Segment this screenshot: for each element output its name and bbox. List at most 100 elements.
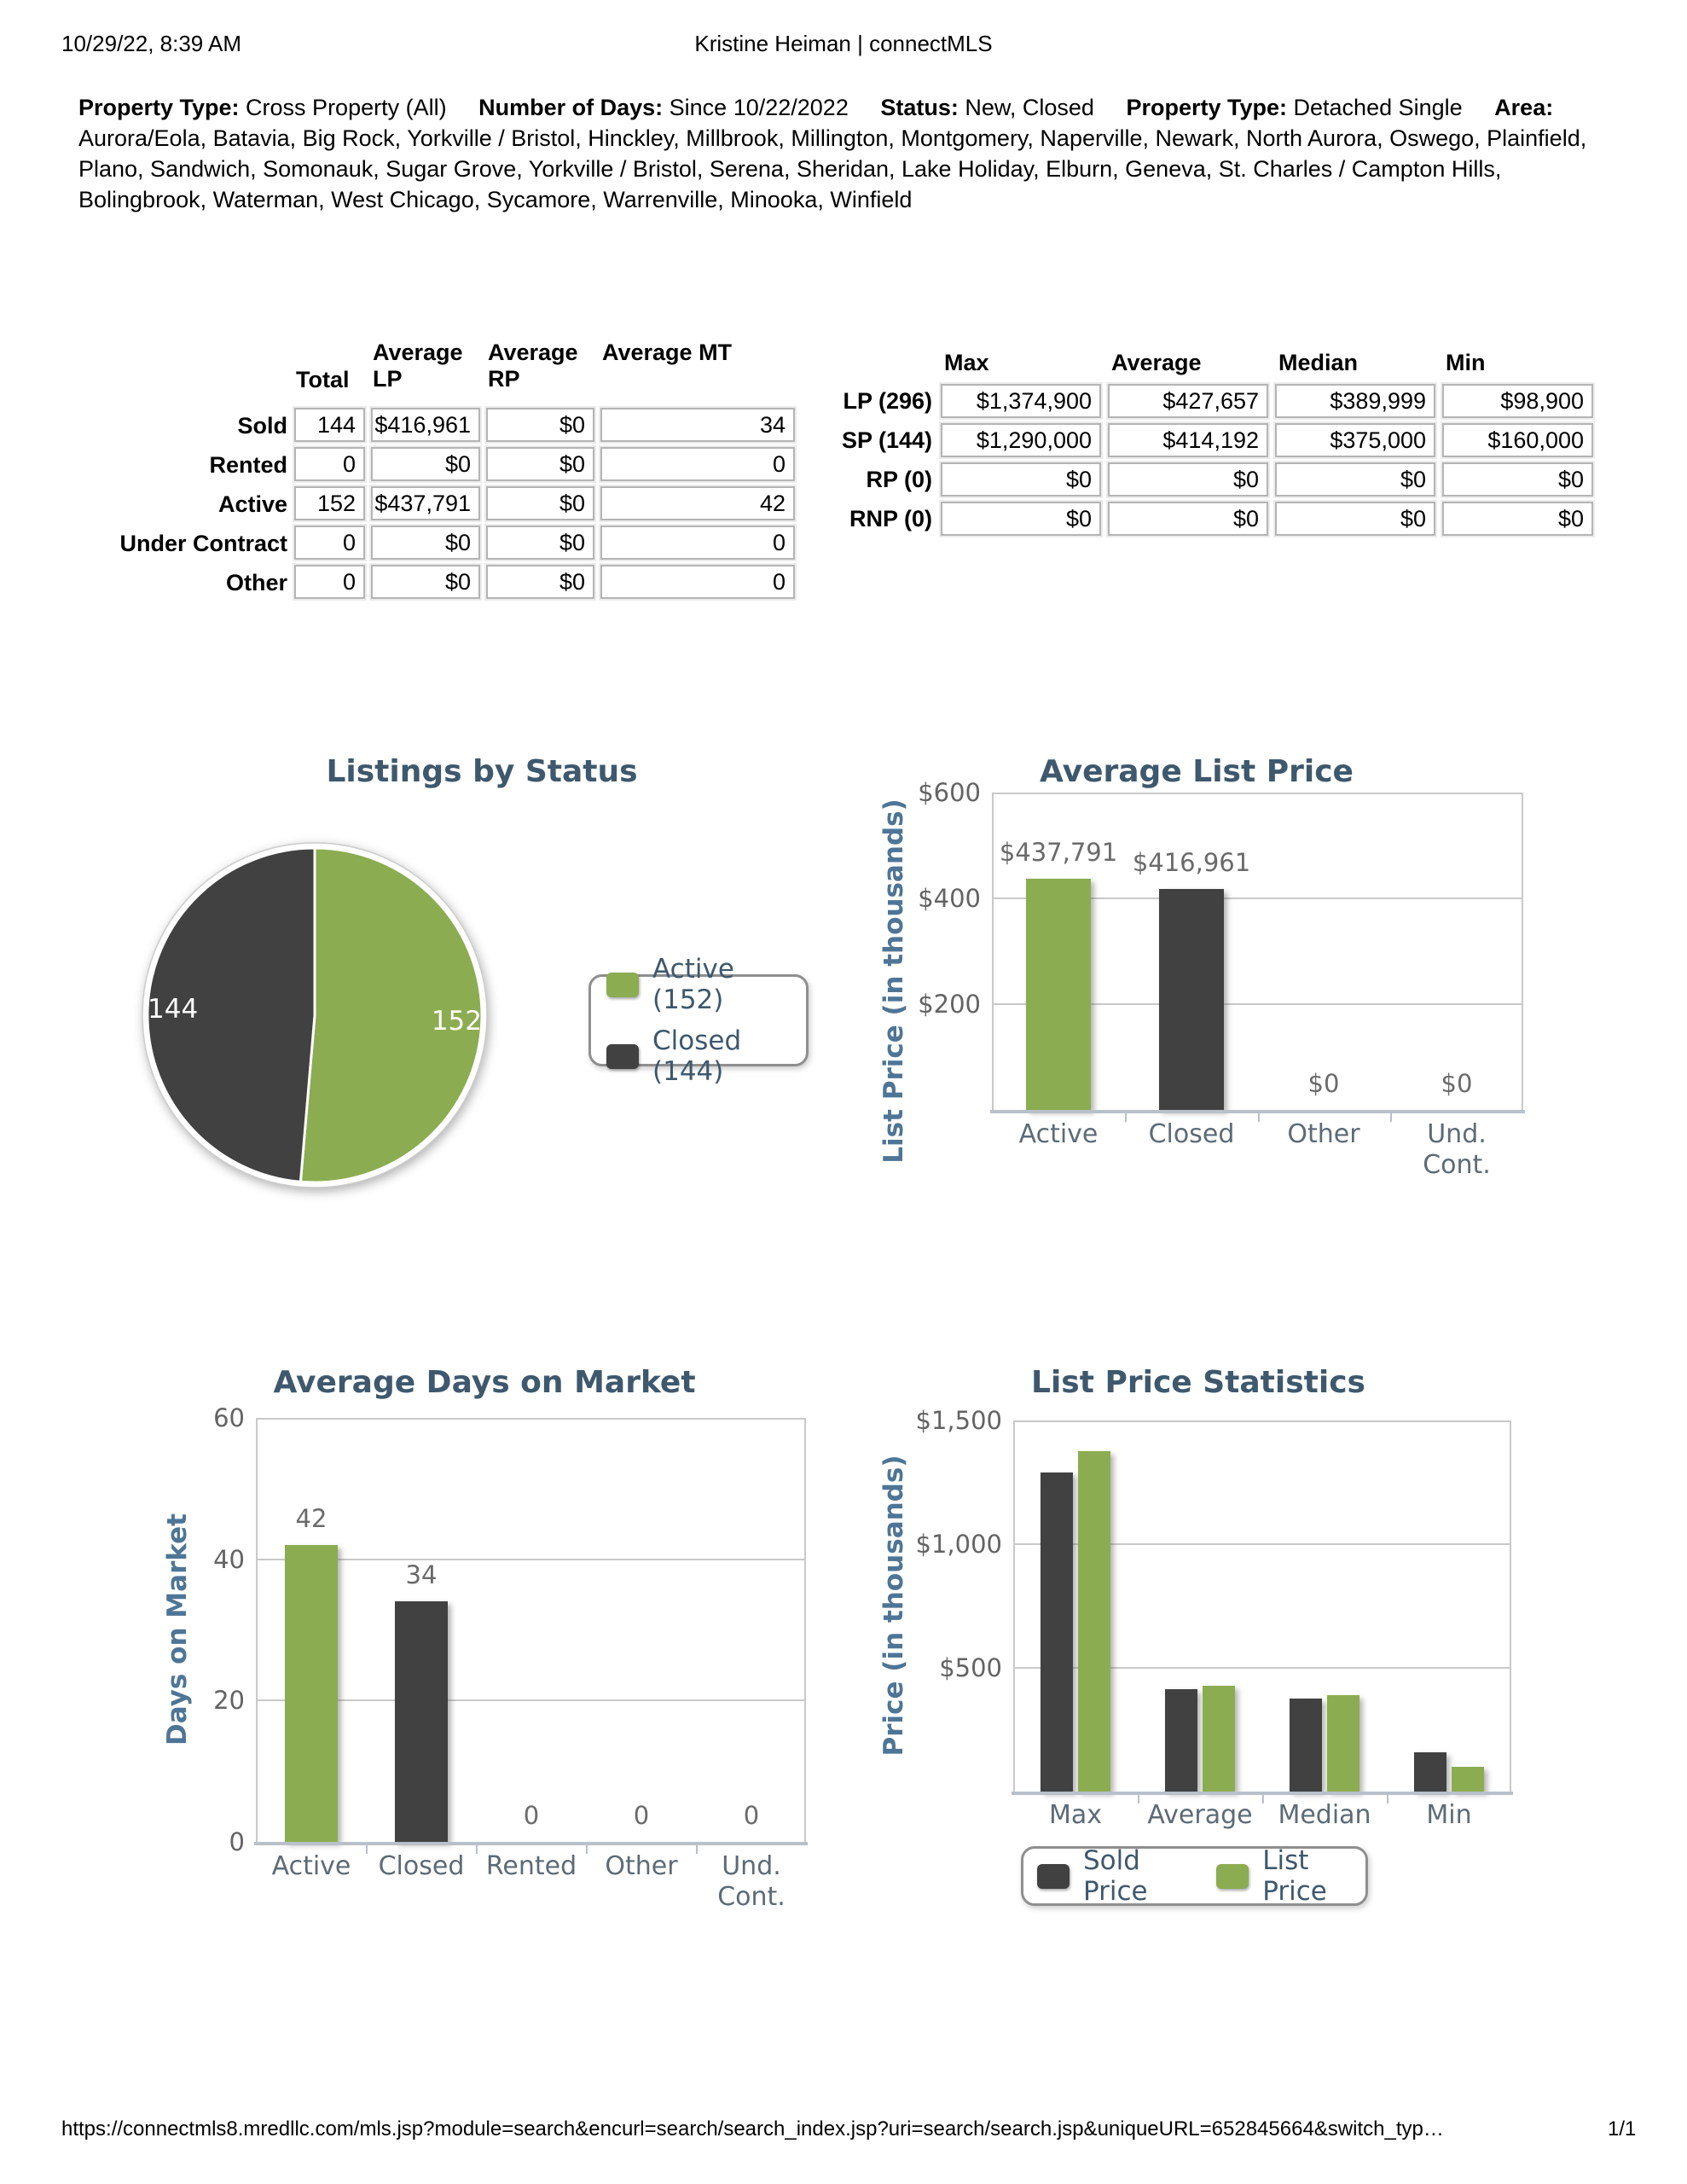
price-col-header-min: Min <box>1446 350 1486 375</box>
criteria-label: Property Type: <box>78 95 246 120</box>
list-price-stats-axis-tick <box>1262 1795 1264 1804</box>
status-cell-under-contract-avg_mt: 0 <box>600 526 795 560</box>
legend-label-list-price: List Price <box>1262 1845 1327 1907</box>
list-price-stats-axis-tick <box>1387 1795 1388 1804</box>
status-row-label-rented: Rented <box>209 452 287 478</box>
status-cell-active-avg_rp: $0 <box>486 486 594 520</box>
list-price-stats-chart-title: List Price Statistics <box>1031 1365 1365 1400</box>
legend-item-sold-price: Sold Price <box>1037 1845 1196 1907</box>
criteria-value: New, Closed <box>965 95 1094 120</box>
price-row-label-sp-144: SP (144) <box>841 427 932 453</box>
legend-label-sold-price: Sold Price <box>1083 1845 1148 1907</box>
pie-legend: Active (152) Closed (144) <box>588 954 809 1087</box>
days-on-market-y-axis-title: Days on Market <box>162 1513 193 1745</box>
status-col-header-avg-mt: Average MT <box>602 340 733 365</box>
avg-list-price-y-axis-title: List Price (in thousands) <box>878 799 909 1164</box>
price-cell-rp-0-min: $0 <box>1442 462 1593 497</box>
list-price-stats-x-label-average: Average <box>1147 1800 1253 1830</box>
days-on-market-value-label-active: 42 <box>295 1504 328 1533</box>
criteria-value: Cross Property (All) <box>246 95 447 120</box>
days-on-market-value-label-other: 0 <box>633 1801 650 1830</box>
list-price-swatch-icon <box>1216 1863 1249 1889</box>
days-on-market-axis-tick <box>476 1845 478 1854</box>
status-cell-active-total: 152 <box>294 486 365 520</box>
days-on-market-plot-area <box>256 1418 806 1842</box>
status-col-header-total: Total <box>296 367 350 392</box>
avg-list-price-axis-tick <box>1390 1113 1392 1122</box>
avg-list-price-gridline-400 <box>992 897 1523 899</box>
price-col-header-average: Average <box>1111 350 1202 375</box>
pie-slice-value-active: 152 <box>432 1006 482 1037</box>
legend-label-active: Active (152) <box>652 954 734 1015</box>
list-price-stats-bar-list-price-median <box>1327 1695 1359 1792</box>
criteria-value: Since 10/22/2022 <box>669 95 849 120</box>
list-price-stats-y-tick-500: $500 <box>939 1653 1002 1682</box>
status-cell-other-avg_mt: 0 <box>600 565 795 599</box>
days-on-market-x-label-und: Und. Cont. <box>717 1851 786 1912</box>
status-cell-rented-avg_lp: $0 <box>371 447 480 481</box>
avg-list-price-axis-tick <box>1125 1113 1127 1122</box>
status-cell-other-avg_lp: $0 <box>371 565 480 599</box>
status-cell-rented-avg_mt: 0 <box>600 447 795 481</box>
avg-list-price-axis-tick <box>1258 1113 1260 1122</box>
days-on-market-x-axis <box>254 1842 808 1845</box>
listings-by-status-pie: 152 144 <box>142 842 488 1188</box>
pie-slice-closed <box>146 846 316 1183</box>
list-price-stats-x-axis <box>1012 1792 1513 1795</box>
days-on-market-bar-closed <box>395 1601 448 1842</box>
criteria-label: Area: <box>1494 95 1554 120</box>
list-price-stats-plot-area <box>1013 1420 1511 1792</box>
status-cell-other-avg_rp: $0 <box>486 565 594 599</box>
list-price-stats-gridline-500 <box>1013 1667 1511 1669</box>
days-on-market-value-label-closed: 34 <box>405 1560 438 1589</box>
list-price-stats-bar-list-price-min <box>1452 1767 1484 1792</box>
criteria-segment-3: Property Type: Detached Single <box>1126 95 1462 120</box>
status-cell-active-avg_mt: 42 <box>600 486 795 520</box>
criteria-label: Status: <box>880 95 965 120</box>
avg-list-price-x-label-other: Other <box>1287 1119 1360 1149</box>
avg-list-price-y-tick-400: $400 <box>918 884 981 913</box>
price-col-header-median: Median <box>1278 350 1359 375</box>
price-cell-rnp-0-min: $0 <box>1442 502 1593 536</box>
avg-list-price-gridline-200 <box>992 1003 1523 1005</box>
days-on-market-chart-title: Average Days on Market <box>273 1365 696 1400</box>
avg-list-price-chart-title: Average List Price <box>1040 754 1354 789</box>
price-cell-rnp-0-max: $0 <box>941 502 1101 536</box>
criteria-segment-1: Number of Days: Since 10/22/2022 <box>478 95 849 120</box>
avg-list-price-y-tick-600: $600 <box>918 778 981 807</box>
active-swatch-icon <box>606 972 639 997</box>
status-cell-sold-avg_lp: $416,961 <box>371 408 480 442</box>
list-price-stats-bar-sold-price-average <box>1165 1689 1197 1792</box>
list-price-stats-y-axis-title: Price (in thousands) <box>878 1455 909 1757</box>
price-stats-legend: Sold Price List Price <box>1021 1845 1368 1907</box>
avg-list-price-bar-closed <box>1159 889 1224 1110</box>
criteria-segment-2: Status: New, Closed <box>880 95 1094 120</box>
price-row-label-rnp-0: RNP (0) <box>849 506 932 531</box>
price-cell-rnp-0-median: $0 <box>1275 502 1435 536</box>
days-on-market-axis-tick <box>586 1845 588 1854</box>
days-on-market-y-tick-40: 40 <box>213 1545 245 1574</box>
days-on-market-gridline-40 <box>256 1559 806 1560</box>
avg-list-price-value-label-other: $0 <box>1307 1069 1340 1098</box>
days-on-market-x-label-other: Other <box>605 1851 678 1881</box>
status-cell-under-contract-avg_lp: $0 <box>371 526 480 560</box>
status-row-label-active: Active <box>217 491 287 517</box>
avg-list-price-y-tick-200: $200 <box>918 990 981 1019</box>
list-price-stats-bar-sold-price-min <box>1414 1752 1446 1792</box>
list-price-stats-x-label-max: Max <box>1048 1800 1103 1830</box>
list-price-stats-axis-tick <box>1138 1795 1139 1804</box>
price-cell-sp-144-max: $1,290,000 <box>941 423 1101 457</box>
pie-chart-title: Listings by Status <box>326 754 638 789</box>
price-cell-rnp-0-average: $0 <box>1108 502 1268 536</box>
price-row-label-rp-0: RP (0) <box>866 467 932 492</box>
status-cell-sold-avg_rp: $0 <box>486 408 594 442</box>
status-cell-sold-avg_mt: 34 <box>600 408 795 442</box>
criteria-segment-4: Area: Aurora/Eola, Batavia, Big Rock, Yo… <box>78 95 1586 212</box>
avg-list-price-x-label-closed: Closed <box>1148 1119 1235 1149</box>
price-col-header-max: Max <box>944 350 989 375</box>
list-price-stats-y-tick-1-500: $1,500 <box>915 1406 1002 1435</box>
list-price-stats-bar-sold-price-median <box>1290 1699 1322 1792</box>
price-cell-lp-296-max: $1,374,900 <box>941 384 1101 418</box>
price-cell-lp-296-median: $389,999 <box>1275 384 1435 418</box>
